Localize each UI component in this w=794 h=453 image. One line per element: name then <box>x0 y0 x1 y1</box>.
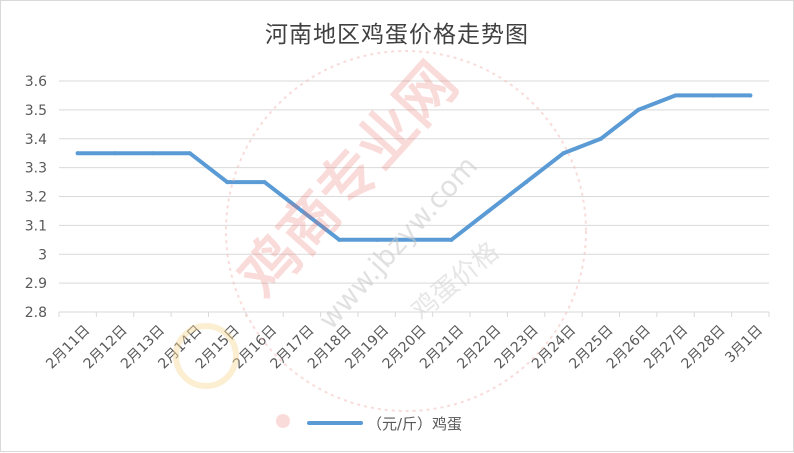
y-tick-label: 3.1 <box>25 218 47 234</box>
y-tick-label: 3.4 <box>25 132 47 148</box>
data-point <box>374 237 379 242</box>
data-point <box>598 136 603 141</box>
data-point <box>75 151 80 156</box>
data-point <box>449 237 454 242</box>
y-tick-label: 2.9 <box>25 276 47 292</box>
data-point <box>150 151 155 156</box>
y-tick-label: 3.6 <box>25 74 47 90</box>
data-point <box>561 151 566 156</box>
chart-title: 河南地区鸡蛋价格走势图 <box>265 22 529 48</box>
data-point <box>299 208 304 213</box>
x-axis: 2月11日2月12日2月13日2月14日2月15日2月16日2月17日2月18日… <box>43 311 770 372</box>
y-tick-label: 3.2 <box>25 190 47 206</box>
data-point <box>636 107 641 112</box>
legend-label: （元/斤）鸡蛋 <box>367 415 462 433</box>
data-point <box>710 93 715 98</box>
y-tick-label: 3 <box>38 247 47 263</box>
data-point <box>262 180 267 185</box>
data-point <box>225 180 230 185</box>
data-point <box>524 180 529 185</box>
data-point <box>113 151 118 156</box>
y-axis: 3.6 3.5 3.4 3.3 3.2 3.1 3 2.9 2.8 <box>25 74 47 321</box>
legend: （元/斤）鸡蛋 <box>307 415 462 433</box>
y-tick-label: 2.8 <box>25 305 47 321</box>
data-point <box>412 237 416 242</box>
x-tick-label: 3月1日 <box>722 322 766 366</box>
data-point <box>187 151 192 156</box>
gridlines <box>59 80 769 313</box>
data-point <box>337 237 342 242</box>
data-point <box>486 208 491 213</box>
data-point <box>748 93 753 98</box>
y-tick-label: 3.3 <box>25 161 47 177</box>
data-point <box>673 93 678 98</box>
y-tick-label: 3.5 <box>25 103 47 119</box>
